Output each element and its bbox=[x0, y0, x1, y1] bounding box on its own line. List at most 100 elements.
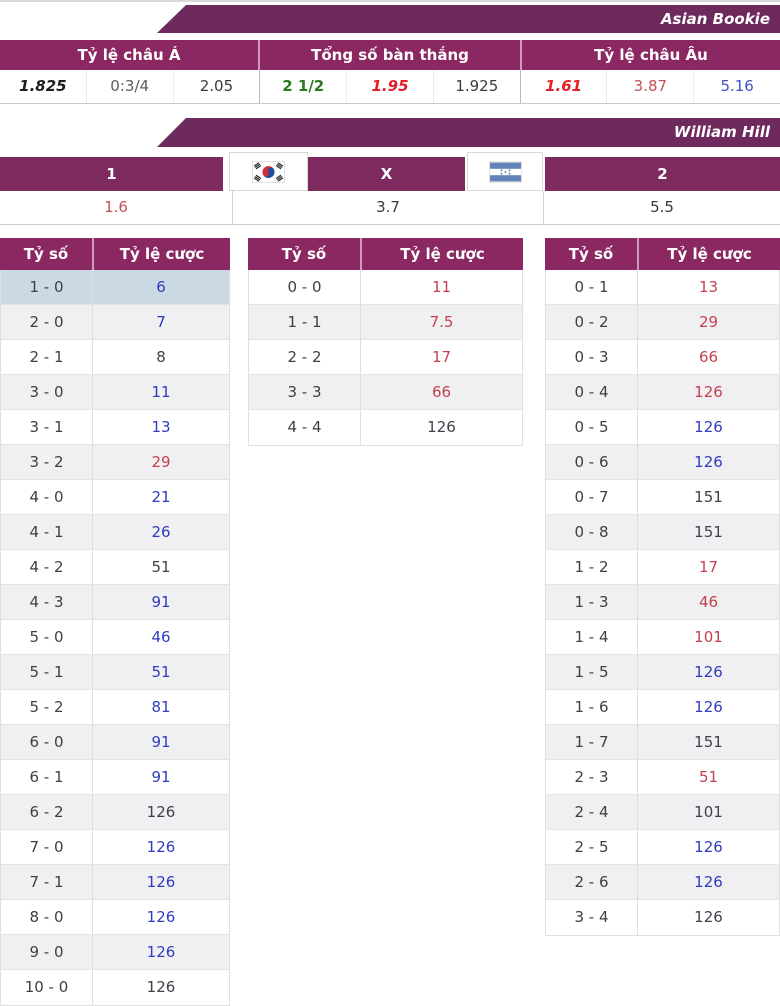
score-label: 5 - 0 bbox=[1, 620, 93, 654]
score-odds-value[interactable]: 126 bbox=[427, 418, 456, 436]
score-odds-value[interactable]: 6 bbox=[156, 278, 166, 296]
score-label: 2 - 3 bbox=[546, 760, 638, 794]
score-label: 3 - 0 bbox=[1, 375, 93, 409]
wh-odds-draw[interactable]: 3.7 bbox=[232, 191, 543, 224]
score-odds-value[interactable]: 17 bbox=[698, 558, 719, 576]
score-label: 0 - 6 bbox=[546, 445, 638, 479]
score-odds-value[interactable]: 66 bbox=[698, 348, 719, 366]
asian-odds-value[interactable]: 3.87 bbox=[607, 70, 695, 103]
wh-odds-home[interactable]: 1.6 bbox=[104, 198, 128, 216]
asian-odds-value[interactable]: 1.825 bbox=[0, 70, 87, 103]
wh-odds-away[interactable]: 5.5 bbox=[543, 191, 780, 224]
score-odds-value[interactable]: 126 bbox=[146, 908, 176, 926]
score-row: 1 - 4 101 bbox=[546, 620, 779, 655]
score-label: 1 - 1 bbox=[249, 305, 361, 339]
score-odds-value[interactable]: 11 bbox=[151, 383, 171, 401]
score-odds-value[interactable]: 8 bbox=[156, 348, 166, 366]
score-row: 7 - 0 126 bbox=[1, 830, 229, 865]
score-odds-value[interactable]: 126 bbox=[694, 698, 723, 716]
score-odds-value[interactable]: 126 bbox=[146, 978, 176, 996]
score-odds-value[interactable]: 101 bbox=[694, 803, 723, 821]
score-odds-value[interactable]: 7.5 bbox=[429, 313, 454, 331]
score-row: 2 - 6 126 bbox=[546, 865, 779, 900]
score-label: 1 - 5 bbox=[546, 655, 638, 689]
score-table-header: Tỷ số Tỷ lệ cược bbox=[0, 238, 230, 270]
score-row: 6 - 0 91 bbox=[1, 725, 229, 760]
score-odds-value[interactable]: 11 bbox=[431, 278, 452, 296]
asian-odds-value[interactable]: 2.05 bbox=[174, 70, 261, 103]
score-odds-value[interactable]: 81 bbox=[151, 698, 171, 716]
score-odds-value[interactable]: 21 bbox=[151, 488, 171, 506]
asian-bookie-title: Asian Bookie bbox=[660, 10, 770, 28]
score-row: 2 - 4 101 bbox=[546, 795, 779, 830]
asian-odds-value[interactable]: 0:3/4 bbox=[87, 70, 174, 103]
score-label: 6 - 1 bbox=[1, 760, 93, 794]
score-row: 5 - 2 81 bbox=[1, 690, 229, 725]
score-odds-value[interactable]: 126 bbox=[146, 873, 176, 891]
score-row: 0 - 4 126 bbox=[546, 375, 779, 410]
asian-bookie-banner: Asian Bookie bbox=[157, 5, 780, 33]
score-table-header: Tỷ số Tỷ lệ cược bbox=[248, 238, 523, 270]
score-odds-value[interactable]: 151 bbox=[694, 488, 723, 506]
score-odds-value[interactable]: 126 bbox=[694, 908, 723, 926]
score-odds-value[interactable]: 151 bbox=[694, 733, 723, 751]
asian-odds-value[interactable]: 1.925 bbox=[434, 70, 521, 103]
score-odds-value[interactable]: 126 bbox=[694, 453, 723, 471]
score-label: 0 - 5 bbox=[546, 410, 638, 444]
score-odds-value[interactable]: 126 bbox=[146, 943, 176, 961]
score-odds-value[interactable]: 126 bbox=[694, 838, 723, 856]
asian-odds-value[interactable]: 1.61 bbox=[521, 70, 608, 103]
score-row: 3 - 4 126 bbox=[546, 900, 779, 935]
score-odds-value[interactable]: 26 bbox=[151, 523, 171, 541]
asian-odds-value[interactable]: 2 1/2 bbox=[260, 70, 348, 103]
score-label: 6 - 0 bbox=[1, 725, 93, 759]
score-row: 8 - 0 126 bbox=[1, 900, 229, 935]
score-odds-value[interactable]: 17 bbox=[431, 348, 452, 366]
score-odds-value[interactable]: 13 bbox=[151, 418, 171, 436]
score-odds-value[interactable]: 29 bbox=[151, 453, 171, 471]
score-odds-value[interactable]: 101 bbox=[694, 628, 723, 646]
top-divider bbox=[0, 0, 780, 2]
score-odds-value[interactable]: 29 bbox=[698, 313, 719, 331]
score-odds-value[interactable]: 66 bbox=[431, 383, 452, 401]
score-odds-value[interactable]: 126 bbox=[146, 838, 176, 856]
score-row: 0 - 5 126 bbox=[546, 410, 779, 445]
score-odds-value[interactable]: 126 bbox=[694, 418, 723, 436]
score-odds-value[interactable]: 46 bbox=[151, 628, 171, 646]
score-odds-value[interactable]: 51 bbox=[151, 663, 171, 681]
william-hill-banner: William Hill bbox=[157, 118, 780, 147]
score-label: 0 - 0 bbox=[249, 270, 361, 304]
score-odds-value[interactable]: 126 bbox=[694, 383, 723, 401]
score-label: 4 - 4 bbox=[249, 410, 361, 445]
score-odds-value[interactable]: 91 bbox=[151, 593, 171, 611]
score-odds-value[interactable]: 91 bbox=[151, 768, 171, 786]
score-row: 5 - 0 46 bbox=[1, 620, 229, 655]
score-label: 7 - 1 bbox=[1, 865, 93, 899]
score-odds-value[interactable]: 126 bbox=[694, 873, 723, 891]
score-row: 3 - 2 29 bbox=[1, 445, 229, 480]
asian-odds-values: 1.825 0:3/4 2.05 2 1/2 1.95 1.925 1.61 3.87 5.16 bbox=[0, 70, 780, 104]
score-odds-value[interactable]: 126 bbox=[146, 803, 176, 821]
score-row: 2 - 2 17 bbox=[249, 340, 522, 375]
home-flag-cell bbox=[229, 152, 308, 191]
asian-odds-value[interactable]: 5.16 bbox=[720, 77, 754, 95]
score-row: 4 - 0 21 bbox=[1, 480, 229, 515]
score-column-header: Tỷ số bbox=[23, 245, 69, 263]
score-label: 0 - 2 bbox=[546, 305, 638, 339]
score-odds-value[interactable]: 51 bbox=[698, 768, 719, 786]
score-row: 10 - 0 126 bbox=[1, 970, 229, 1005]
score-odds-value[interactable]: 91 bbox=[151, 733, 171, 751]
score-odds-value[interactable]: 151 bbox=[694, 523, 723, 541]
asian-odds-value[interactable]: 1.95 bbox=[347, 70, 434, 103]
score-odds-value[interactable]: 51 bbox=[151, 558, 171, 576]
odds-column-header: Tỷ lệ cược bbox=[637, 238, 780, 270]
score-odds-value[interactable]: 126 bbox=[694, 663, 723, 681]
score-odds-value[interactable]: 46 bbox=[698, 593, 719, 611]
score-row: 3 - 3 66 bbox=[249, 375, 522, 410]
score-row: 1 - 1 7.5 bbox=[249, 305, 522, 340]
score-row: 2 - 3 51 bbox=[546, 760, 779, 795]
score-row: 5 - 1 51 bbox=[1, 655, 229, 690]
score-odds-value[interactable]: 7 bbox=[156, 313, 166, 331]
score-label: 6 - 2 bbox=[1, 795, 93, 829]
score-odds-value[interactable]: 13 bbox=[698, 278, 719, 296]
